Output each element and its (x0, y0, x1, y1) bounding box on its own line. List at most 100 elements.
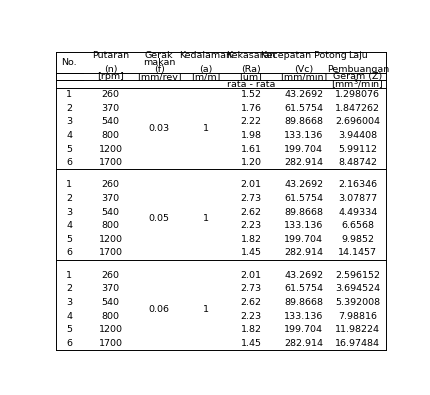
Text: 14.1457: 14.1457 (338, 248, 376, 258)
Text: (Vc): (Vc) (293, 65, 313, 74)
Text: 1.45: 1.45 (240, 248, 261, 258)
Text: 5: 5 (66, 325, 72, 334)
Text: 3.94408: 3.94408 (338, 131, 377, 140)
Text: 133.136: 133.136 (283, 131, 322, 140)
Text: [mm/min]: [mm/min] (280, 72, 327, 81)
Text: Kecepatan Potong: Kecepatan Potong (260, 51, 346, 60)
Text: 1700: 1700 (98, 339, 123, 348)
Text: 1700: 1700 (98, 158, 123, 167)
Text: 1: 1 (66, 90, 72, 99)
Text: 5.392008: 5.392008 (335, 298, 380, 307)
Text: 89.8668: 89.8668 (283, 208, 322, 216)
Text: 2.01: 2.01 (240, 271, 261, 280)
Text: 0.03: 0.03 (148, 124, 169, 133)
Text: 2.01: 2.01 (240, 181, 261, 190)
Text: 800: 800 (101, 131, 120, 140)
Text: 1.82: 1.82 (240, 235, 261, 244)
Text: 6: 6 (66, 339, 72, 348)
Text: 6.6568: 6.6568 (341, 221, 374, 230)
Text: Geram (Z): Geram (Z) (332, 72, 381, 81)
Text: 199.704: 199.704 (283, 145, 322, 154)
Text: 4.49334: 4.49334 (338, 208, 377, 216)
Text: 6: 6 (66, 158, 72, 167)
Text: 3.07877: 3.07877 (338, 194, 377, 203)
Text: 7.98816: 7.98816 (338, 312, 376, 320)
Text: 89.8668: 89.8668 (283, 298, 322, 307)
Text: 3.694524: 3.694524 (335, 284, 380, 293)
Text: Laju: Laju (347, 51, 367, 60)
Text: 9.9852: 9.9852 (341, 235, 374, 244)
Text: [$\mathregular{mm^3}$/min]: [$\mathregular{mm^3}$/min] (331, 78, 384, 91)
Text: 61.5754: 61.5754 (283, 104, 322, 113)
Text: 2: 2 (66, 194, 72, 203)
Text: 1: 1 (66, 181, 72, 190)
Text: 199.704: 199.704 (283, 325, 322, 334)
Text: 260: 260 (101, 181, 120, 190)
Text: 43.2692: 43.2692 (283, 181, 322, 190)
Text: 260: 260 (101, 90, 120, 99)
Text: 800: 800 (101, 312, 120, 320)
Text: 2.696004: 2.696004 (335, 117, 379, 126)
Text: 1200: 1200 (98, 235, 123, 244)
Text: 2.73: 2.73 (240, 194, 261, 203)
Text: 2.62: 2.62 (240, 298, 261, 307)
Text: 540: 540 (101, 298, 120, 307)
Text: 8.48742: 8.48742 (338, 158, 376, 167)
Text: Kedalaman: Kedalaman (179, 51, 232, 60)
Text: 0.05: 0.05 (148, 214, 169, 224)
Text: 3: 3 (66, 208, 72, 216)
Text: 1: 1 (66, 271, 72, 280)
Text: 800: 800 (101, 221, 120, 230)
Text: 4: 4 (66, 221, 72, 230)
Text: 2.16346: 2.16346 (338, 181, 377, 190)
Text: [um]: [um] (239, 72, 262, 81)
Text: 4: 4 (66, 131, 72, 140)
Text: 6: 6 (66, 248, 72, 258)
Text: 3: 3 (66, 117, 72, 126)
Text: [m/m]: [m/m] (191, 72, 220, 81)
Text: 2.596152: 2.596152 (335, 271, 379, 280)
Text: makan: makan (143, 58, 175, 67)
Text: (a): (a) (199, 65, 212, 74)
Text: [rpm]: [rpm] (97, 72, 124, 81)
Text: 2.23: 2.23 (240, 221, 261, 230)
Text: 1: 1 (203, 124, 209, 133)
Text: 1200: 1200 (98, 145, 123, 154)
Text: Putaran: Putaran (92, 51, 129, 60)
Text: 16.97484: 16.97484 (335, 339, 379, 348)
Text: Pembuangan: Pembuangan (326, 65, 388, 74)
Text: 1.20: 1.20 (240, 158, 261, 167)
Text: 5.99112: 5.99112 (338, 145, 376, 154)
Text: 2.62: 2.62 (240, 208, 261, 216)
Text: rata - rata: rata - rata (226, 80, 274, 89)
Text: 199.704: 199.704 (283, 235, 322, 244)
Text: 11.98224: 11.98224 (335, 325, 379, 334)
Text: 2: 2 (66, 284, 72, 293)
Text: 1700: 1700 (98, 248, 123, 258)
Text: 61.5754: 61.5754 (283, 284, 322, 293)
Text: 1: 1 (203, 214, 209, 224)
Text: 540: 540 (101, 208, 120, 216)
Text: 0.06: 0.06 (148, 305, 169, 314)
Text: Kekasaran: Kekasaran (226, 51, 275, 60)
Text: 1.52: 1.52 (240, 90, 261, 99)
Text: 540: 540 (101, 117, 120, 126)
Text: 282.914: 282.914 (283, 339, 322, 348)
Text: 282.914: 282.914 (283, 158, 322, 167)
Text: 2.22: 2.22 (240, 117, 261, 126)
Text: 2: 2 (66, 104, 72, 113)
Text: 370: 370 (101, 194, 120, 203)
Text: 282.914: 282.914 (283, 248, 322, 258)
Text: 370: 370 (101, 104, 120, 113)
Text: 43.2692: 43.2692 (283, 271, 322, 280)
Text: 1.98: 1.98 (240, 131, 261, 140)
Text: 260: 260 (101, 271, 120, 280)
Text: (f): (f) (154, 65, 164, 74)
Text: 1.847262: 1.847262 (335, 104, 379, 113)
Text: 1.45: 1.45 (240, 339, 261, 348)
Text: Gerak: Gerak (144, 51, 173, 60)
Text: 3: 3 (66, 298, 72, 307)
Text: 2.23: 2.23 (240, 312, 261, 320)
Text: 5: 5 (66, 235, 72, 244)
Text: 89.8668: 89.8668 (283, 117, 322, 126)
